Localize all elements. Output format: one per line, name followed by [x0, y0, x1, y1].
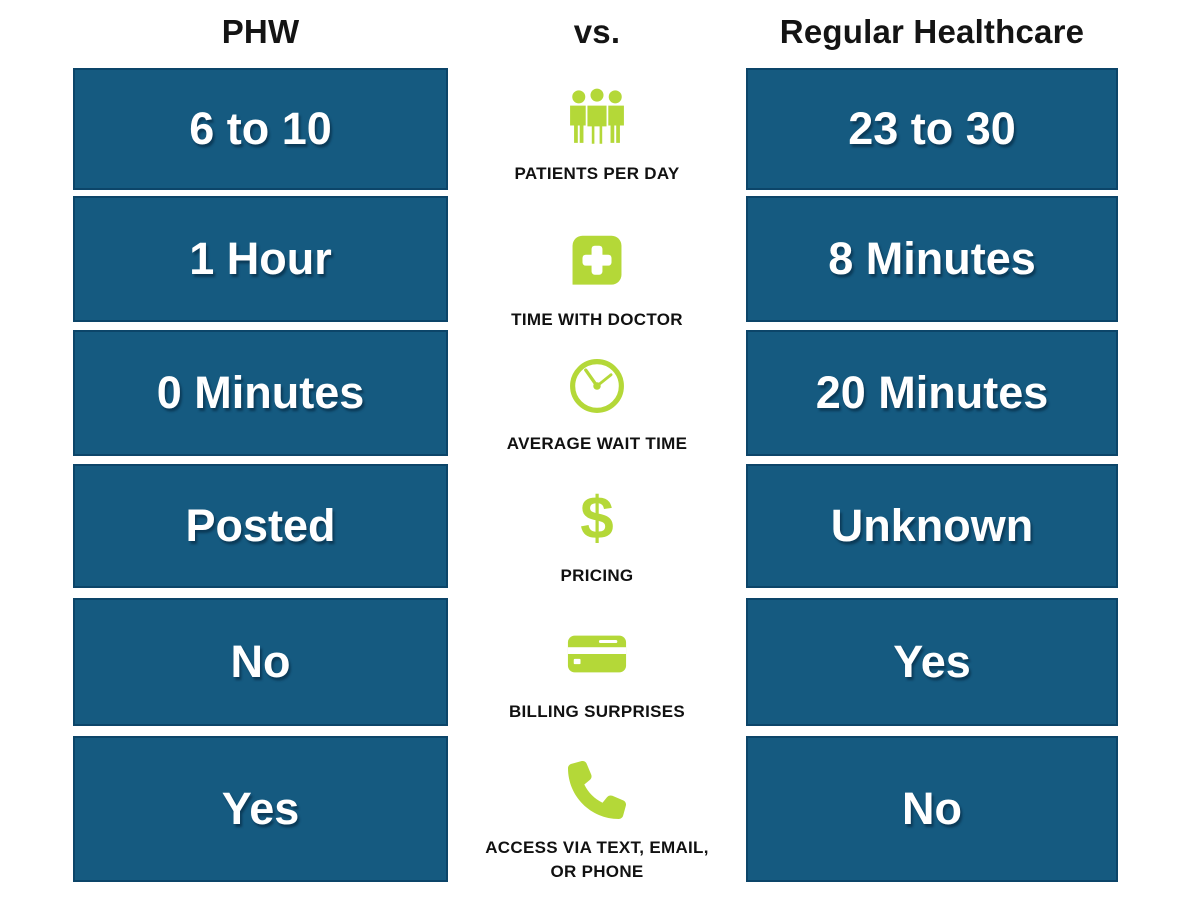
- phone-icon: [568, 758, 626, 822]
- column-header-phw: PHW: [221, 13, 300, 50]
- dollar-icon: $: [566, 486, 628, 550]
- phw-value-access: Yes: [73, 736, 448, 882]
- metric-billing-surprises: BILLING SURPRISES: [448, 622, 746, 724]
- phw-value-pricing: Posted: [73, 464, 448, 588]
- metric-pricing: $ PRICING: [448, 486, 746, 588]
- phw-value-average-wait-time: 0 Minutes: [73, 330, 448, 456]
- metric-label: PATIENTS PER DAY: [514, 164, 680, 183]
- regular-value-patients-per-day: 23 to 30: [746, 68, 1118, 190]
- svg-text:$: $: [580, 486, 613, 550]
- metric-patients-per-day: PATIENTS PER DAY: [448, 84, 746, 186]
- regular-value-time-with-doctor: 8 Minutes: [746, 196, 1118, 322]
- regular-value-billing-surprises: Yes: [746, 598, 1118, 726]
- metric-access: ACCESS VIA TEXT, EMAIL, OR PHONE: [448, 758, 746, 884]
- regular-value-average-wait-time: 20 Minutes: [746, 330, 1118, 456]
- people-icon: [564, 84, 630, 148]
- phw-value-patients-per-day: 6 to 10: [73, 68, 448, 190]
- credit-card-icon: [566, 622, 628, 686]
- metric-label: TIME WITH DOCTOR: [511, 310, 683, 329]
- column-header-regular: Regular Healthcare: [779, 13, 1085, 50]
- metric-label: PRICING: [560, 566, 634, 585]
- medical-cross-icon: [568, 230, 626, 294]
- regular-value-access: No: [746, 736, 1118, 882]
- versus-label: vs.: [573, 13, 621, 50]
- phw-value-time-with-doctor: 1 Hour: [73, 196, 448, 322]
- metric-time-with-doctor: TIME WITH DOCTOR: [448, 230, 746, 332]
- phw-value-billing-surprises: No: [73, 598, 448, 726]
- regular-value-pricing: Unknown: [746, 464, 1118, 588]
- clock-icon: [567, 354, 627, 418]
- metric-label: ACCESS VIA TEXT, EMAIL, OR PHONE: [485, 838, 709, 881]
- metric-average-wait-time: AVERAGE WAIT TIME: [448, 354, 746, 456]
- metric-label: AVERAGE WAIT TIME: [506, 434, 688, 453]
- metric-label: BILLING SURPRISES: [508, 702, 686, 721]
